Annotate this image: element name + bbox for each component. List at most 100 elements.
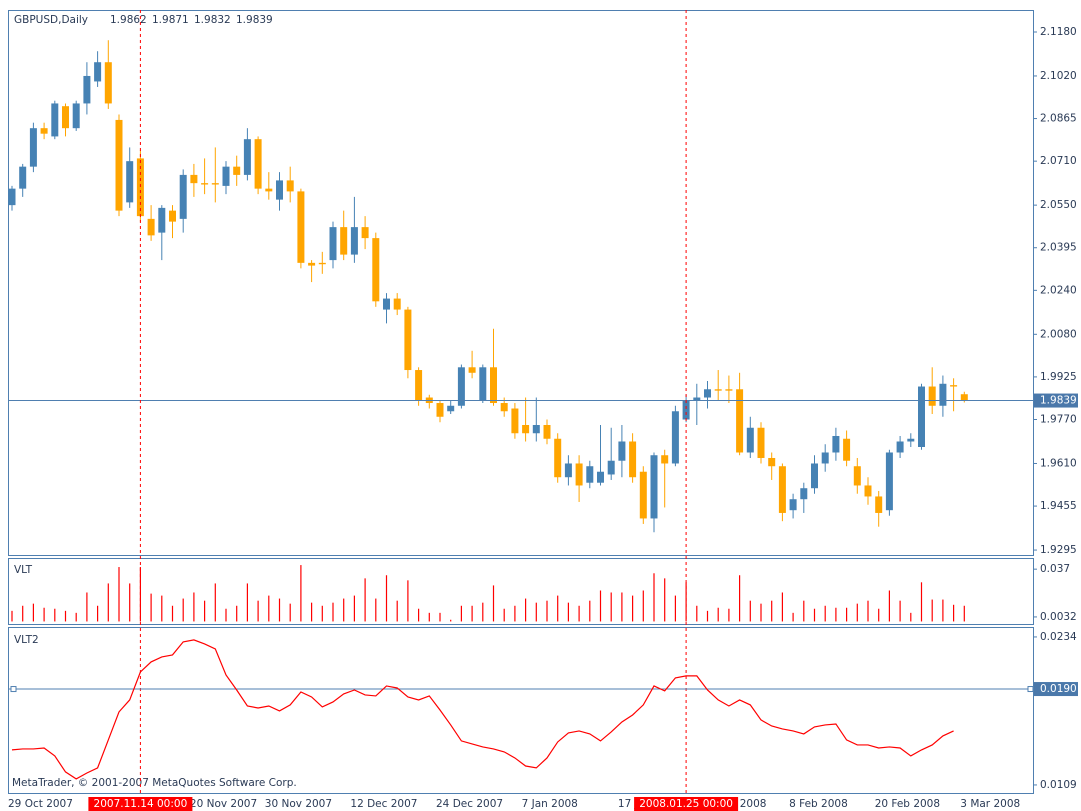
candle-body bbox=[372, 238, 380, 302]
candle-body bbox=[682, 400, 690, 420]
candle-body bbox=[490, 367, 497, 404]
candle-body bbox=[575, 463, 583, 486]
candle-body bbox=[62, 106, 69, 129]
candle-body bbox=[736, 389, 744, 453]
candle-body bbox=[19, 166, 27, 189]
candle-body bbox=[457, 367, 465, 406]
main-panel bbox=[8, 10, 1034, 556]
candle-body bbox=[618, 441, 626, 461]
chart-title: GBPUSD,Daily bbox=[14, 14, 88, 26]
candle-body bbox=[885, 452, 893, 511]
candle-body bbox=[297, 191, 305, 263]
candle-body bbox=[832, 435, 840, 453]
candle-body bbox=[950, 385, 958, 387]
ohlc-high: 1.9871 bbox=[152, 14, 189, 26]
candle-body bbox=[308, 262, 316, 266]
candle-body bbox=[169, 210, 176, 222]
current-price-label: 1.9839 bbox=[1040, 395, 1077, 407]
candle-body bbox=[639, 471, 647, 519]
candle-body bbox=[479, 367, 487, 401]
x-tick-label: 3 Mar 2008 bbox=[960, 798, 1020, 810]
y-tick-label: 0.0234 bbox=[1040, 631, 1077, 643]
candle-body bbox=[725, 389, 733, 391]
crosshair-date-box bbox=[88, 797, 193, 811]
y-tick-label: 2.0710 bbox=[1040, 155, 1077, 167]
x-tick-label: 12 Dec 2007 bbox=[350, 798, 417, 810]
y-tick-label: 2.0865 bbox=[1040, 113, 1077, 125]
candle-body bbox=[960, 394, 968, 401]
y-tick-label: 2.0550 bbox=[1040, 199, 1077, 211]
candle-body bbox=[543, 425, 551, 439]
x-tick-label: 20 Feb 2008 bbox=[875, 798, 940, 810]
y-tick-label: 1.9770 bbox=[1040, 414, 1077, 426]
candle-body bbox=[714, 389, 722, 391]
candle-body bbox=[864, 485, 872, 497]
candle-body bbox=[72, 103, 80, 129]
candle-body bbox=[586, 466, 594, 483]
candle-body bbox=[158, 207, 166, 233]
y-tick-label: 2.1180 bbox=[1040, 26, 1077, 38]
level-handle bbox=[1027, 686, 1034, 693]
candle-body bbox=[511, 408, 519, 434]
candle-body bbox=[104, 62, 112, 104]
candle-body bbox=[661, 455, 669, 464]
indicator-line bbox=[11, 639, 954, 780]
candle-body bbox=[800, 488, 808, 500]
candle-body bbox=[286, 180, 294, 192]
candle-body bbox=[843, 438, 851, 461]
candle-body bbox=[233, 166, 241, 175]
candle-body bbox=[147, 218, 155, 236]
candle-body bbox=[94, 62, 102, 82]
candle-body bbox=[115, 119, 123, 211]
candle-body bbox=[447, 405, 455, 412]
candle-body bbox=[29, 128, 37, 167]
candle-body bbox=[918, 386, 925, 447]
ohlc-open: 1.9862 bbox=[110, 14, 147, 26]
ohlc-low: 1.9832 bbox=[194, 14, 231, 26]
candle-body bbox=[211, 183, 219, 185]
y-tick-label: 1.9610 bbox=[1040, 457, 1077, 469]
candle-body bbox=[254, 139, 262, 189]
current-price-box bbox=[1034, 393, 1078, 408]
crosshair-date-box bbox=[634, 797, 739, 811]
level-label: 0.0190 bbox=[1040, 683, 1077, 695]
crosshair-date: 2007.11.14 00:00 bbox=[94, 798, 188, 810]
ohlc-close: 1.9839 bbox=[236, 14, 273, 26]
candle-body bbox=[746, 427, 754, 453]
y-tick-label: 2.0240 bbox=[1040, 284, 1077, 296]
candle-body bbox=[83, 75, 91, 104]
candle-body bbox=[853, 466, 861, 486]
candle-body bbox=[222, 166, 230, 186]
candle-body bbox=[415, 370, 423, 401]
candle-body bbox=[811, 463, 818, 489]
candle-body bbox=[671, 411, 679, 464]
candle-body bbox=[350, 227, 358, 255]
candle-body bbox=[896, 441, 904, 453]
candle-body bbox=[907, 438, 915, 442]
vlt-title: VLT bbox=[14, 564, 33, 576]
candle-body bbox=[393, 298, 401, 310]
candle-body bbox=[928, 386, 936, 406]
candle-body bbox=[404, 309, 412, 371]
candle-body bbox=[361, 227, 369, 239]
y-tick-label: 1.9455 bbox=[1040, 500, 1077, 512]
y-tick-label: 0.0109 bbox=[1040, 779, 1077, 791]
candle-body bbox=[340, 227, 348, 255]
x-tick-label: 20 Nov 2007 bbox=[190, 798, 257, 810]
x-tick-label: 24 Dec 2007 bbox=[436, 798, 503, 810]
candle-body bbox=[650, 455, 658, 519]
vlt2-title: VLT2 bbox=[14, 634, 39, 646]
candle-body bbox=[821, 452, 829, 464]
x-tick-label: 29 Oct 2007 bbox=[8, 798, 73, 810]
candle-body bbox=[597, 471, 604, 483]
y-tick-label: 2.0395 bbox=[1040, 242, 1077, 254]
level-handle bbox=[10, 686, 17, 693]
candle-body bbox=[704, 389, 711, 398]
y-tick-label: 2.1020 bbox=[1040, 70, 1077, 82]
candle-body bbox=[436, 403, 444, 417]
candle-body bbox=[318, 262, 326, 265]
y-tick-label: 1.9295 bbox=[1040, 544, 1077, 556]
y-tick-label: 1.9925 bbox=[1040, 371, 1077, 383]
